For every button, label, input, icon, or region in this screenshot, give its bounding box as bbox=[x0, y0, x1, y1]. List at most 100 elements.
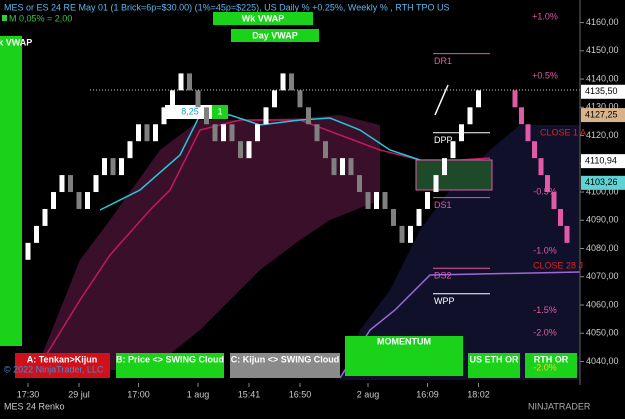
brick bbox=[263, 107, 269, 125]
subtitle: M 0,05% = 2,00 bbox=[9, 13, 72, 23]
price-badge bbox=[581, 175, 625, 190]
brick bbox=[331, 158, 337, 176]
brick bbox=[34, 225, 39, 243]
brick bbox=[93, 175, 99, 193]
y-tick-label: 4080,00 bbox=[586, 243, 619, 253]
x-tick-label: 17:30 bbox=[17, 389, 40, 399]
button-label: C: Kijun <> SWING Cloud bbox=[231, 354, 340, 364]
brick bbox=[110, 158, 116, 176]
brick bbox=[221, 124, 226, 142]
button[interactable] bbox=[213, 12, 313, 25]
brick bbox=[212, 124, 218, 142]
percent-label: -1.0% bbox=[533, 246, 557, 256]
y-tick-label: 4120,00 bbox=[586, 130, 619, 140]
footer-label: MES 24 Renko bbox=[4, 401, 65, 411]
brick bbox=[68, 175, 73, 193]
brick bbox=[178, 73, 184, 91]
brick bbox=[450, 141, 456, 159]
button[interactable] bbox=[468, 353, 520, 378]
x-tick-label: 29 jul bbox=[68, 389, 90, 399]
brick bbox=[127, 141, 133, 159]
brick bbox=[59, 175, 65, 193]
button[interactable] bbox=[345, 336, 463, 376]
brick bbox=[153, 124, 158, 142]
price-badge bbox=[581, 84, 625, 99]
brick bbox=[476, 90, 481, 108]
button-label: MOMENTUM bbox=[377, 336, 431, 346]
button[interactable] bbox=[230, 353, 340, 378]
brick bbox=[538, 158, 544, 176]
brick bbox=[357, 175, 362, 193]
button-label: Day VWAP bbox=[252, 30, 298, 40]
button[interactable] bbox=[0, 36, 22, 346]
brick bbox=[306, 107, 311, 125]
label-box bbox=[212, 105, 228, 119]
button[interactable] bbox=[231, 29, 319, 42]
arrow bbox=[434, 84, 449, 116]
brick bbox=[323, 141, 328, 159]
brick bbox=[551, 192, 557, 209]
button-label: B: Price <> SWING Cloud bbox=[116, 354, 224, 364]
y-tick-label: 4050,00 bbox=[586, 328, 619, 338]
brick bbox=[558, 208, 563, 226]
brick bbox=[467, 107, 473, 125]
y-tick-label: 4150,00 bbox=[586, 45, 619, 55]
swing-cloud-2 bbox=[340, 125, 580, 380]
percent-label: +0.5% bbox=[532, 71, 558, 81]
level-label: DR1 bbox=[434, 56, 452, 66]
price-badge-label: 4127,25 bbox=[585, 109, 618, 119]
marker bbox=[2, 15, 7, 21]
brick bbox=[229, 124, 235, 142]
brick bbox=[255, 124, 260, 142]
price-badge bbox=[581, 154, 625, 169]
brick bbox=[272, 90, 277, 108]
brick bbox=[170, 90, 175, 108]
or-box bbox=[415, 159, 493, 191]
label-box bbox=[165, 105, 215, 119]
price-badge bbox=[581, 108, 625, 123]
brick bbox=[280, 73, 286, 91]
brick bbox=[42, 208, 48, 226]
button[interactable] bbox=[116, 353, 224, 378]
brick bbox=[399, 225, 405, 243]
x-tick-label: 15:41 bbox=[238, 389, 261, 399]
button-label: Wk VWAP bbox=[0, 37, 32, 47]
brick bbox=[297, 90, 303, 108]
x-tick-label: 18:02 bbox=[467, 389, 490, 399]
brick bbox=[525, 124, 531, 142]
price-badge-label: 4135,50 bbox=[585, 86, 618, 96]
copyright: © 2022 NinjaTrader, LLC bbox=[4, 364, 104, 374]
brick bbox=[246, 141, 252, 159]
level-label: WPP bbox=[434, 296, 455, 306]
brick bbox=[391, 208, 396, 226]
price-badge-label: 4103,26 bbox=[585, 177, 618, 187]
brick bbox=[340, 158, 345, 176]
x-tick-label: 17:00 bbox=[127, 389, 150, 399]
x-tick-label: 16:09 bbox=[416, 389, 439, 399]
brick bbox=[102, 158, 107, 176]
brick bbox=[408, 225, 413, 243]
brick bbox=[238, 141, 243, 159]
percent-label: -1.5% bbox=[533, 305, 557, 315]
button[interactable] bbox=[15, 353, 110, 378]
y-tick-label: 4100,00 bbox=[586, 186, 619, 196]
brick bbox=[25, 242, 31, 260]
x-tick-label: 2 aug bbox=[357, 389, 380, 399]
brick bbox=[512, 90, 518, 108]
brick bbox=[382, 192, 388, 209]
button[interactable] bbox=[525, 353, 577, 378]
brick bbox=[365, 192, 371, 209]
logo: NINJATRADER bbox=[528, 401, 591, 411]
brick bbox=[442, 158, 447, 176]
level-label: DS2 bbox=[434, 271, 452, 281]
percent-label: +1.0% bbox=[532, 11, 558, 21]
button-label: RTH OR bbox=[534, 354, 569, 364]
brick bbox=[136, 124, 141, 142]
brick bbox=[416, 208, 422, 226]
brick bbox=[119, 158, 124, 176]
y-tick-label: 4070,00 bbox=[586, 271, 619, 281]
brick bbox=[289, 73, 294, 91]
brick bbox=[314, 124, 320, 142]
y-tick-label: 4130,00 bbox=[586, 102, 619, 112]
